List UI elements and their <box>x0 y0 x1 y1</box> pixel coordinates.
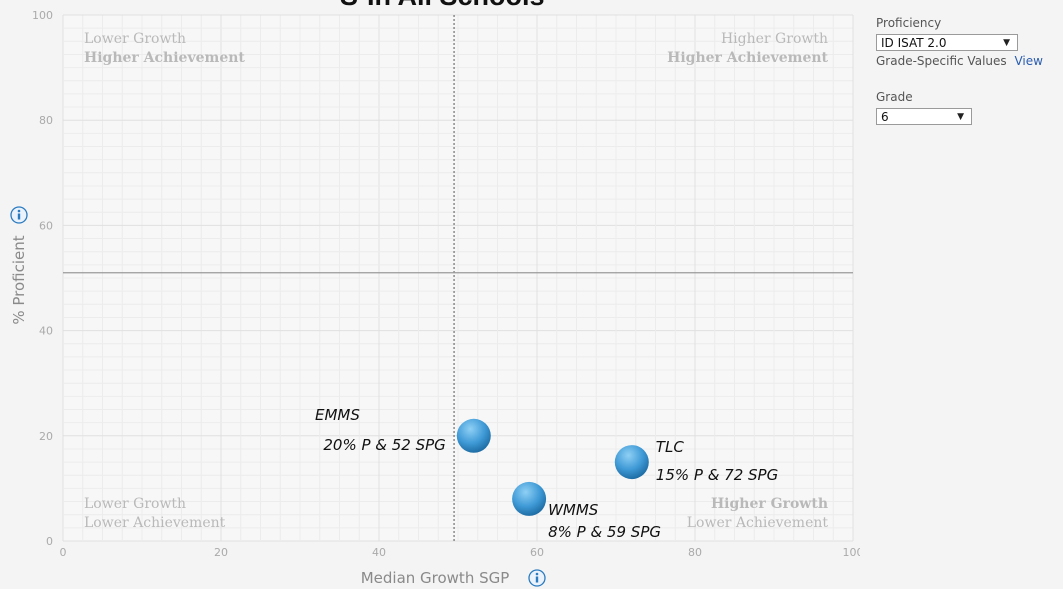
quadrant-label: Higher Growth <box>721 31 828 47</box>
quadrant-label: Lower Growth <box>84 496 186 512</box>
chart: S-In All Schools Lower Growth Higher Achi… <box>10 0 860 587</box>
view-link[interactable]: View <box>1014 54 1043 68</box>
proficiency-value: ID ISAT 2.0 <box>881 36 947 50</box>
grid <box>62 14 854 542</box>
proficiency-select[interactable]: ID ISAT 2.0 ▼ <box>876 34 1018 51</box>
x-axis-label: Median Growth SGP <box>361 569 510 587</box>
grade-specific-row: Grade-Specific Values View <box>876 54 1063 68</box>
data-points: EMMS 20% P & 52 SPG WMMS 8% P & 59 SPG TLC 15… <box>315 406 778 541</box>
tick-labels: 0 20 40 60 80 100 0 20 40 60 80 100 <box>32 9 860 559</box>
point-label-emms: 20% P & 52 SPG <box>323 436 445 454</box>
data-point-tlc <box>614 445 649 480</box>
data-point-wmms <box>512 481 547 516</box>
x-tick-label: 40 <box>372 546 386 559</box>
y-tick-label: 80 <box>39 114 53 127</box>
grade-block: Grade 6 ▼ <box>876 90 1063 125</box>
y-tick-label: 40 <box>39 325 53 338</box>
quadrant-label: Higher Growth <box>711 496 828 512</box>
data-point-emms <box>456 418 491 453</box>
quadrant-labels: Lower Growth Higher Achievement Higher Gro… <box>84 31 829 531</box>
x-tick-label: 60 <box>530 546 544 559</box>
info-icon-stem <box>17 213 21 220</box>
y-tick-label: 20 <box>39 430 53 443</box>
filter-panel: Proficiency ID ISAT 2.0 ▼ Grade-Specific… <box>876 16 1063 125</box>
x-tick-label: 80 <box>688 546 702 559</box>
point-label-wmms: 8% P & 59 SPG <box>548 523 661 541</box>
info-icon[interactable] <box>10 206 28 224</box>
x-tick-label: 20 <box>214 546 228 559</box>
info-icon-dot <box>17 209 21 213</box>
axis-labels: Median Growth SGP % Proficient <box>10 206 546 587</box>
proficiency-label: Proficiency <box>876 16 942 30</box>
point-name-tlc: TLC <box>656 438 685 456</box>
info-icon-dot <box>535 572 539 576</box>
point-label-tlc: 15% P & 72 SPG <box>656 466 778 484</box>
y-axis-label: % Proficient <box>10 235 28 324</box>
quadrant-label: Lower Achievement <box>687 515 829 531</box>
y-tick-label: 0 <box>46 535 53 548</box>
info-icon[interactable] <box>528 569 546 587</box>
point-name-wmms: WMMS <box>548 501 599 519</box>
grade-value: 6 <box>881 110 889 124</box>
grade-select[interactable]: 6 ▼ <box>876 108 972 125</box>
quadrant-label: Higher Achievement <box>667 50 828 66</box>
dropdown-arrow-icon: ▼ <box>1003 38 1010 48</box>
info-icon-stem <box>535 576 539 583</box>
chart-title: S-In All Schools <box>340 0 545 11</box>
y-tick-label: 100 <box>32 9 53 22</box>
dropdown-arrow-icon: ▼ <box>957 112 964 122</box>
grade-label: Grade <box>876 90 913 104</box>
quadrant-label: Lower Growth <box>84 31 186 47</box>
y-tick-label: 60 <box>39 219 53 232</box>
quadrant-label: Higher Achievement <box>84 50 245 66</box>
grade-specific-label: Grade-Specific Values <box>876 54 1007 68</box>
quadrant-label: Lower Achievement <box>84 515 226 531</box>
x-tick-label: 100 <box>843 546 861 559</box>
point-name-emms: EMMS <box>315 406 360 424</box>
reference-lines <box>63 15 853 541</box>
x-tick-label: 0 <box>60 546 67 559</box>
